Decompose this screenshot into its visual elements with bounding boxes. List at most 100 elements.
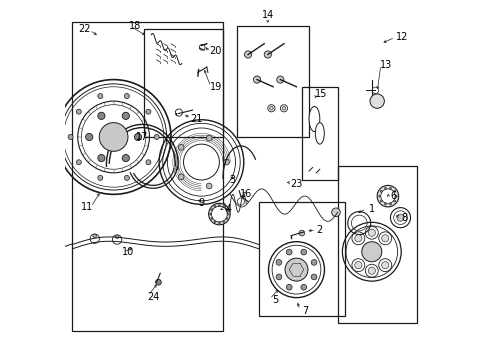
Circle shape: [393, 200, 395, 202]
Bar: [72, 22, 223, 330]
Circle shape: [225, 209, 227, 211]
Text: 10: 10: [122, 247, 134, 257]
Text: 2: 2: [316, 225, 322, 235]
Circle shape: [222, 220, 224, 222]
Circle shape: [226, 213, 228, 215]
Circle shape: [378, 195, 380, 197]
Circle shape: [76, 160, 81, 165]
Bar: [258, 202, 344, 316]
Circle shape: [379, 190, 382, 192]
Circle shape: [115, 235, 119, 239]
Circle shape: [300, 249, 306, 255]
Circle shape: [99, 123, 128, 151]
Circle shape: [218, 222, 220, 224]
Circle shape: [384, 203, 386, 205]
Circle shape: [98, 154, 105, 162]
Text: 4: 4: [225, 204, 231, 214]
Circle shape: [145, 160, 151, 165]
Circle shape: [282, 107, 285, 110]
Circle shape: [244, 51, 251, 58]
Circle shape: [214, 206, 216, 208]
Text: 22: 22: [79, 24, 91, 35]
Circle shape: [76, 109, 81, 114]
Circle shape: [93, 234, 96, 238]
Circle shape: [68, 134, 73, 139]
Circle shape: [178, 144, 183, 150]
Text: 1: 1: [368, 204, 374, 214]
Circle shape: [300, 284, 306, 290]
Circle shape: [209, 213, 211, 215]
Circle shape: [122, 154, 129, 162]
Circle shape: [298, 230, 304, 236]
Circle shape: [223, 159, 229, 165]
Circle shape: [208, 203, 230, 225]
Circle shape: [376, 185, 398, 207]
Circle shape: [206, 135, 212, 141]
Circle shape: [210, 209, 213, 211]
Circle shape: [396, 214, 403, 221]
Text: 6: 6: [389, 191, 396, 201]
Circle shape: [311, 122, 316, 127]
Text: 21: 21: [189, 114, 202, 124]
Circle shape: [253, 76, 260, 83]
Circle shape: [222, 206, 224, 208]
Circle shape: [384, 187, 386, 189]
Circle shape: [98, 175, 102, 180]
Text: 15: 15: [315, 89, 327, 99]
Bar: [301, 87, 337, 180]
Circle shape: [331, 208, 340, 217]
Circle shape: [134, 134, 142, 140]
Ellipse shape: [308, 107, 319, 132]
Circle shape: [145, 109, 151, 114]
Circle shape: [206, 183, 212, 189]
Circle shape: [354, 235, 361, 242]
Circle shape: [264, 51, 271, 58]
Ellipse shape: [315, 123, 324, 144]
Circle shape: [354, 262, 361, 269]
Text: 13: 13: [379, 60, 391, 70]
Circle shape: [178, 174, 183, 180]
Text: 7: 7: [302, 306, 308, 316]
Circle shape: [286, 284, 291, 290]
Circle shape: [269, 107, 273, 110]
Text: 5: 5: [271, 295, 278, 305]
Circle shape: [98, 94, 102, 99]
Circle shape: [285, 258, 307, 281]
Circle shape: [276, 76, 284, 83]
Circle shape: [381, 235, 388, 242]
Bar: [237, 26, 308, 137]
Circle shape: [211, 206, 227, 222]
Circle shape: [155, 279, 161, 285]
Circle shape: [361, 242, 381, 262]
Circle shape: [310, 274, 316, 280]
Circle shape: [388, 187, 391, 189]
Text: 14: 14: [261, 10, 273, 20]
Circle shape: [154, 134, 159, 139]
Circle shape: [276, 274, 281, 280]
Text: 12: 12: [395, 32, 407, 41]
Circle shape: [311, 113, 316, 118]
Circle shape: [367, 267, 375, 274]
Circle shape: [124, 175, 129, 180]
Circle shape: [210, 217, 213, 220]
Circle shape: [369, 94, 384, 108]
Circle shape: [214, 220, 216, 222]
Text: 16: 16: [240, 189, 252, 199]
Text: 11: 11: [81, 202, 93, 212]
Circle shape: [393, 190, 395, 192]
Circle shape: [388, 203, 391, 205]
Bar: [144, 30, 223, 137]
Circle shape: [98, 112, 105, 120]
Text: 24: 24: [146, 292, 159, 302]
Circle shape: [286, 249, 291, 255]
Circle shape: [124, 94, 129, 99]
Circle shape: [367, 229, 375, 236]
Circle shape: [380, 189, 394, 203]
Text: 17: 17: [136, 132, 148, 142]
Circle shape: [310, 260, 316, 265]
Text: 19: 19: [209, 82, 222, 92]
Circle shape: [381, 262, 388, 269]
Circle shape: [394, 195, 396, 197]
Text: 8: 8: [400, 213, 407, 222]
Circle shape: [218, 204, 220, 207]
